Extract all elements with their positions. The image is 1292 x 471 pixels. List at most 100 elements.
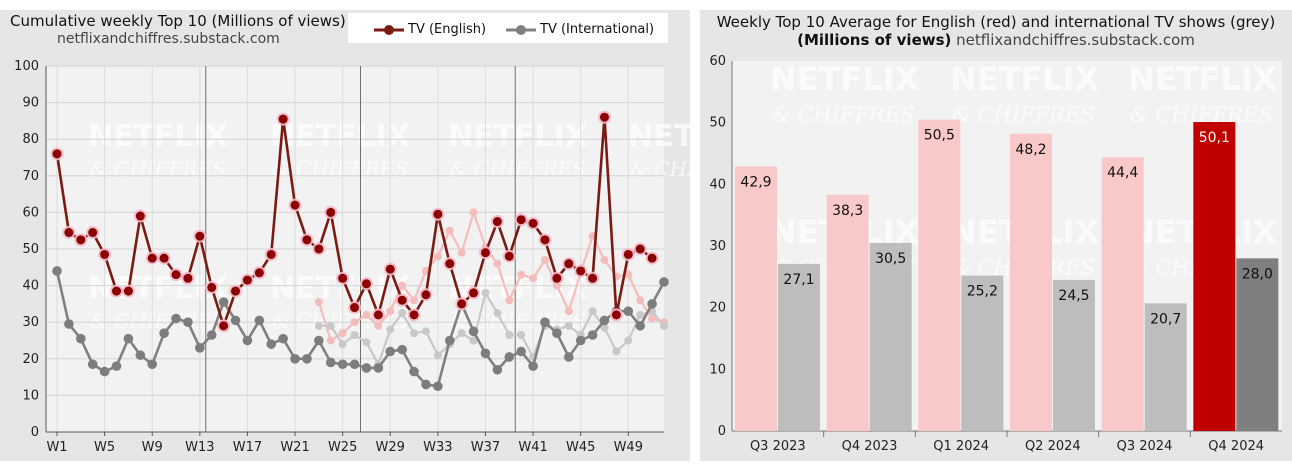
x-tick-label: W37 bbox=[471, 440, 500, 455]
x-tick-label: W49 bbox=[614, 440, 643, 455]
x-tick-label: W17 bbox=[233, 440, 262, 455]
international-point bbox=[337, 359, 348, 370]
english-point bbox=[469, 288, 479, 298]
international-point bbox=[563, 352, 574, 362]
international-point bbox=[373, 363, 384, 373]
bar-chart-title-line1: Weekly Top 10 Average for English (red) … bbox=[716, 13, 1276, 31]
english-bar-label: 50,1 bbox=[1199, 130, 1230, 146]
category-label: Q2 2024 bbox=[1025, 439, 1081, 454]
international-point bbox=[195, 343, 205, 353]
ghost-series-point bbox=[362, 310, 371, 319]
international-point bbox=[647, 299, 657, 309]
ghost-series-point bbox=[433, 351, 442, 360]
english-bar-label: 48,2 bbox=[1015, 142, 1046, 158]
international-point bbox=[206, 330, 217, 340]
english-point bbox=[302, 235, 312, 245]
ghost-series-point bbox=[529, 274, 538, 283]
line-chart-title: Cumulative weekly Top 10 (Millions of vi… bbox=[10, 12, 346, 30]
ghost-series-point bbox=[314, 321, 323, 330]
english-bar-label: 42,9 bbox=[740, 174, 771, 190]
international-point bbox=[325, 357, 336, 368]
plot-area bbox=[732, 61, 1282, 431]
international-point bbox=[171, 313, 181, 324]
international-bar bbox=[1144, 303, 1187, 431]
international-point bbox=[421, 379, 431, 390]
english-point bbox=[552, 273, 562, 283]
category-label: Q4 2024 bbox=[1208, 439, 1264, 454]
ghost-series-line bbox=[318, 290, 665, 368]
international-point bbox=[349, 359, 360, 370]
x-tick-label: W29 bbox=[376, 440, 405, 455]
y-tick-label: 40 bbox=[22, 279, 39, 294]
ghost-series-point bbox=[314, 298, 323, 307]
english-point bbox=[64, 228, 74, 238]
y-tick-label: 50 bbox=[709, 116, 726, 131]
english-point bbox=[76, 235, 86, 245]
ghost-series-point bbox=[600, 323, 609, 332]
international-point bbox=[444, 335, 455, 346]
ghost-series-point bbox=[660, 321, 668, 330]
watermark-text: NETFLIX bbox=[270, 119, 410, 154]
english-bar-label: 44,4 bbox=[1107, 165, 1138, 181]
watermark-subtext: & CHIFFRES bbox=[630, 157, 690, 181]
international-point bbox=[52, 266, 62, 276]
international-point bbox=[385, 346, 396, 357]
english-point bbox=[159, 253, 169, 263]
international-point bbox=[123, 333, 134, 344]
y-tick-label: 0 bbox=[31, 425, 39, 440]
international-bar-label: 28,0 bbox=[1242, 266, 1273, 282]
category-label: Q3 2024 bbox=[1117, 439, 1173, 454]
ghost-series-point bbox=[410, 329, 419, 338]
international-point bbox=[159, 328, 169, 338]
international-point bbox=[230, 315, 241, 326]
line-chart-panel: Cumulative weekly Top 10 (Millions of vi… bbox=[0, 10, 690, 461]
watermark-text: NETFLIX bbox=[770, 60, 920, 98]
ghost-series-point bbox=[398, 281, 407, 290]
international-point bbox=[397, 344, 407, 355]
ghost-series-point bbox=[624, 336, 633, 345]
english-point bbox=[207, 282, 217, 292]
international-point bbox=[433, 381, 443, 392]
y-tick-label: 10 bbox=[709, 362, 726, 377]
international-point bbox=[540, 317, 550, 328]
watermark-subtext: & CHIFFRES bbox=[772, 103, 915, 127]
english-point bbox=[397, 295, 407, 305]
ghost-series-point bbox=[469, 336, 478, 345]
ghost-series-point bbox=[338, 340, 347, 349]
english-point bbox=[326, 207, 336, 217]
ghost-series-point bbox=[624, 270, 633, 279]
english-point bbox=[290, 200, 300, 210]
english-bar bbox=[826, 194, 869, 431]
english-bar bbox=[918, 119, 961, 431]
y-tick-label: 20 bbox=[709, 301, 726, 316]
english-point bbox=[647, 253, 657, 263]
y-tick-label: 10 bbox=[22, 388, 39, 403]
category-label: Q4 2023 bbox=[842, 439, 898, 454]
x-tick-label: W1 bbox=[46, 440, 67, 455]
line-chart: NETFLIX & CHIFFRES NETFLIX & CHIFFRES NETFLI… bbox=[14, 59, 690, 455]
bar-chart-panel: Weekly Top 10 Average for English (red) … bbox=[700, 10, 1292, 461]
english-point bbox=[385, 264, 395, 274]
english-point bbox=[231, 286, 241, 296]
english-point bbox=[516, 215, 526, 225]
international-point bbox=[242, 335, 253, 346]
english-bar-label: 38,3 bbox=[832, 203, 863, 219]
ghost-series-point bbox=[386, 307, 395, 316]
y-tick-label: 90 bbox=[22, 96, 39, 111]
line-chart-legend: TV (English) TV (International) bbox=[348, 13, 668, 43]
x-tick-label: W41 bbox=[518, 440, 547, 455]
international-point bbox=[468, 326, 479, 337]
international-point bbox=[492, 364, 503, 375]
english-point bbox=[457, 299, 467, 309]
international-point bbox=[278, 333, 288, 344]
international-point bbox=[290, 354, 300, 364]
english-point bbox=[564, 259, 574, 269]
english-point bbox=[195, 231, 205, 241]
international-point bbox=[516, 346, 526, 357]
y-tick-label: 30 bbox=[709, 239, 726, 254]
english-bar bbox=[1193, 122, 1236, 432]
international-bar-label: 20,7 bbox=[1150, 311, 1181, 327]
ghost-series-point bbox=[612, 347, 621, 356]
international-bar-label: 24,5 bbox=[1058, 288, 1089, 304]
ghost-series-point bbox=[326, 321, 335, 330]
